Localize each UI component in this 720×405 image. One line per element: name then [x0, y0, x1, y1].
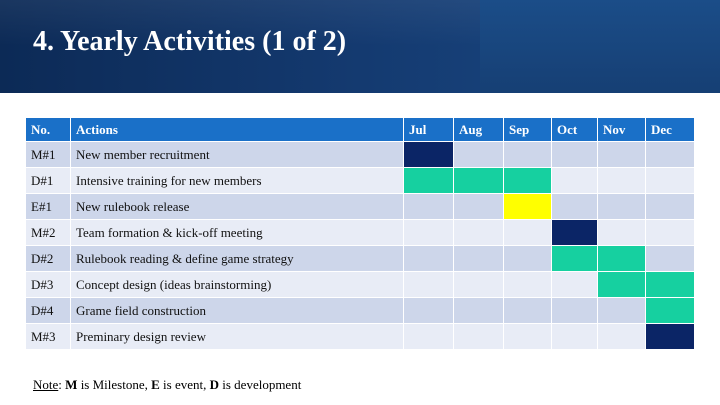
note-e-key: E — [151, 377, 160, 392]
table-row: M#2 Team formation & kick-off meeting — [25, 219, 695, 246]
schedule-cell — [551, 167, 598, 194]
banner-highlight — [0, 0, 480, 46]
header-oct: Oct — [551, 117, 598, 142]
milestone-bar — [551, 219, 598, 246]
development-bar — [551, 245, 598, 272]
development-bar — [645, 271, 695, 298]
table-row: M#3 Preminary design review — [25, 323, 695, 350]
schedule-cell — [597, 141, 646, 168]
header-actions: Actions — [70, 117, 404, 142]
schedule-cell — [453, 271, 504, 298]
header-nov: Nov — [597, 117, 646, 142]
row-action: Preminary design review — [70, 323, 404, 350]
table-row: D#3 Concept design (ideas brainstorming) — [25, 271, 695, 298]
row-number: D#4 — [25, 297, 71, 324]
schedule-cell — [453, 323, 504, 350]
schedule-cell — [645, 245, 695, 272]
banner-right-panel — [480, 0, 720, 93]
schedule-cell — [403, 245, 454, 272]
row-action: Intensive training for new members — [70, 167, 404, 194]
header-jul: Jul — [403, 117, 454, 142]
table-row: D#2 Rulebook reading & define game strat… — [25, 245, 695, 272]
schedule-cell — [403, 297, 454, 324]
header-no: No. — [25, 117, 71, 142]
schedule-cell — [403, 219, 454, 246]
schedule-cell — [403, 323, 454, 350]
schedule-cell — [597, 219, 646, 246]
development-bar — [403, 167, 454, 194]
header-dec: Dec — [645, 117, 695, 142]
schedule-cell — [597, 193, 646, 220]
row-action: New member recruitment — [70, 141, 404, 168]
schedule-cell — [453, 141, 504, 168]
schedule-cell — [403, 193, 454, 220]
development-bar — [597, 245, 646, 272]
title-banner — [0, 0, 720, 93]
row-number: D#2 — [25, 245, 71, 272]
schedule-cell — [551, 297, 598, 324]
development-bar — [645, 297, 695, 324]
schedule-cell — [597, 167, 646, 194]
schedule-cell — [503, 271, 552, 298]
table-row: D#1 Intensive training for new members — [25, 167, 695, 194]
row-action: New rulebook release — [70, 193, 404, 220]
row-action: Grame field construction — [70, 297, 404, 324]
schedule-cell — [503, 245, 552, 272]
schedule-cell — [645, 219, 695, 246]
note-separator: : — [58, 377, 66, 392]
schedule-cell — [645, 141, 695, 168]
note-m-desc: is Milestone, — [77, 377, 152, 392]
schedule-cell — [551, 141, 598, 168]
schedule-cell — [551, 323, 598, 350]
schedule-cell — [453, 219, 504, 246]
schedule-cell — [453, 297, 504, 324]
schedule-cell — [597, 323, 646, 350]
table-header-row: No. Actions Jul Aug Sep Oct Nov Dec — [25, 117, 695, 142]
slide-title: 4. Yearly Activities (1 of 2) — [33, 26, 347, 57]
row-number: D#3 — [25, 271, 71, 298]
header-aug: Aug — [453, 117, 504, 142]
row-number: M#3 — [25, 323, 71, 350]
row-action: Concept design (ideas brainstorming) — [70, 271, 404, 298]
schedule-cell — [453, 193, 504, 220]
schedule-cell — [503, 323, 552, 350]
schedule-cell — [551, 271, 598, 298]
row-number: M#2 — [25, 219, 71, 246]
note-d-key: D — [209, 377, 219, 392]
schedule-cell — [503, 297, 552, 324]
schedule-cell — [403, 271, 454, 298]
note-label: Note — [33, 377, 59, 392]
schedule-cell — [597, 297, 646, 324]
note-e-desc: is event, — [159, 377, 210, 392]
milestone-bar — [645, 323, 695, 350]
legend-note: Note: M is Milestone, E is event, D is d… — [33, 377, 301, 393]
row-number: D#1 — [25, 167, 71, 194]
schedule-cell — [645, 193, 695, 220]
schedule-cell — [503, 141, 552, 168]
development-bar — [503, 167, 552, 194]
development-bar — [597, 271, 646, 298]
table-row: E#1 New rulebook release — [25, 193, 695, 220]
row-number: E#1 — [25, 193, 71, 220]
table-row: M#1 New member recruitment — [25, 141, 695, 168]
schedule-cell — [551, 193, 598, 220]
table-row: D#4 Grame field construction — [25, 297, 695, 324]
activities-table: No. Actions Jul Aug Sep Oct Nov Dec M#1 … — [25, 117, 695, 350]
row-action: Team formation & kick-off meeting — [70, 219, 404, 246]
note-m-key: M — [65, 377, 78, 392]
row-action: Rulebook reading & define game strategy — [70, 245, 404, 272]
header-sep: Sep — [503, 117, 552, 142]
event-bar — [503, 193, 552, 220]
row-number: M#1 — [25, 141, 71, 168]
note-d-desc: is development — [219, 377, 302, 392]
development-bar — [453, 167, 504, 194]
schedule-cell — [453, 245, 504, 272]
schedule-cell — [645, 167, 695, 194]
schedule-cell — [503, 219, 552, 246]
milestone-bar — [403, 141, 454, 168]
